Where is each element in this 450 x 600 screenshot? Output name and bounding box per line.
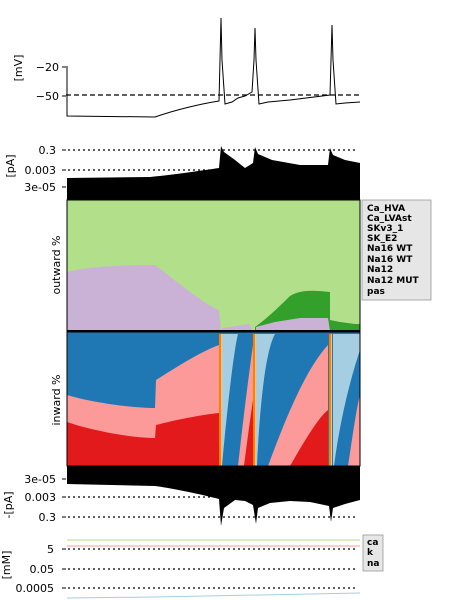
ions-legend: ca k na (362, 534, 384, 572)
outward-share-pas (67, 265, 330, 331)
inward-share-Ca_HVA-1 (221, 334, 238, 466)
currents-legend: Ca_HVA Ca_LVAst SKv3_1 SK_E2 Na16 WT Na1… (361, 199, 432, 301)
inward-tick-label-1: 3e-05 (24, 473, 56, 486)
inward-shares-panel: inward % (50, 331, 361, 467)
legend-item-na: na (367, 559, 379, 569)
legend-item-ca: ca (367, 538, 378, 548)
outward-total-area (67, 146, 360, 200)
legend-item-Na12_MUT: Na12 MUT (367, 276, 420, 286)
inward-share-Na12-3 (331, 334, 332, 466)
concentration-ylabel: [mM] (0, 551, 13, 580)
inward-share-Ca_HVA-3 (333, 334, 360, 466)
inward-share-Na12_MUT-3 (329, 334, 331, 466)
outward-total-ylabel: [pA] (4, 154, 17, 177)
outward-tick-label-3: 3e-05 (24, 181, 56, 194)
conc-line-ca (66, 592, 361, 599)
inward-share-Na16_WT_light-4 (348, 395, 360, 466)
voltage-ylabel: [mV] (12, 55, 25, 82)
inward-share-Na12_MUT-2 (253, 334, 255, 466)
outward-shares-ylabel: outward % (50, 235, 63, 294)
legend-item-Na16_WT_light: Na16 WT (367, 244, 413, 254)
legend-item-pas: pas (367, 287, 385, 297)
legend-item-Na16_WT: Na16 WT (367, 255, 413, 265)
outward-total-panel: [pA] 0.3 0.003 3e-05 (4, 144, 360, 200)
outward-share-SK_E2 (255, 290, 360, 331)
inward-share-Na12_MUT-1 (219, 334, 221, 466)
outward-tick-label-2: 0.003 (25, 164, 57, 177)
legend-item-Na12: Na12 (367, 265, 393, 275)
inward-total-ylabel: -[pA] (2, 491, 15, 518)
legend-item-k: k (367, 548, 374, 558)
inward-tick-label-3: 0.3 (39, 511, 57, 524)
conc-tick-label-1: 5 (47, 543, 54, 556)
voltage-trace (66, 17, 361, 118)
inward-total-panel: -[pA] 3e-05 0.003 0.3 (2, 466, 360, 526)
voltage-panel: [mV] −20 −50 (12, 17, 361, 118)
legend-item-SK_E2: SK_E2 (367, 234, 397, 244)
inward-tick-label-2: 0.003 (25, 491, 57, 504)
legend-item-Ca_HVA: Ca_HVA (367, 204, 405, 214)
inward-share-Na16_WT-2 (244, 400, 253, 466)
outward-tick-label-1: 0.3 (39, 144, 57, 157)
conc-tick-label-3: 0.0005 (16, 582, 55, 595)
voltage-tick-label-1: −20 (36, 61, 59, 74)
legend-item-SKv3_1: SKv3_1 (367, 224, 403, 234)
inward-share-Na12-2 (255, 334, 256, 466)
inward-share-Na16_WT (67, 413, 221, 466)
inward-shares-ylabel: inward % (50, 374, 63, 425)
legend-item-Ca_LVAst: Ca_LVAst (367, 214, 412, 224)
inward-total-area (67, 466, 360, 526)
inward-share-Na12-1 (221, 334, 222, 466)
conc-tick-label-2: 0.05 (30, 563, 55, 576)
inward-share-Na16_WT-3 (290, 410, 328, 466)
concentration-panel: [mM] 5 0.05 0.0005 (0, 539, 361, 599)
currents-legend-box (361, 199, 432, 301)
voltage-tick-label-2: −50 (36, 90, 59, 103)
ions-legend-box (362, 534, 384, 572)
outward-shares-panel: outward % (50, 199, 361, 332)
inward-share-Ca_HVA-2 (256, 334, 275, 466)
